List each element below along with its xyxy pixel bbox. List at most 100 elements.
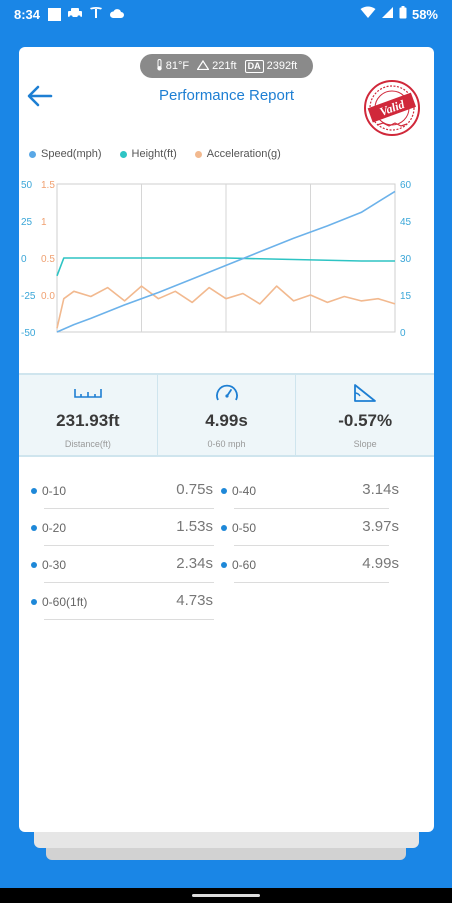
split-item: 0-20 1.53s bbox=[31, 514, 214, 546]
zero-to-sixty-label: 0-60 mph bbox=[207, 439, 246, 449]
temperature-item: 81°F bbox=[156, 58, 190, 74]
thermometer-icon bbox=[156, 58, 163, 74]
speedometer-icon bbox=[215, 383, 239, 403]
legend-label-acceleration: Acceleration(g) bbox=[206, 148, 281, 160]
split-dot bbox=[221, 562, 227, 568]
split-label: 0-60 bbox=[232, 558, 257, 572]
stats-band: 231.93ft Distance(ft) 4.99s 0-60 mph -0.… bbox=[19, 373, 434, 457]
right-tick-label: 45 bbox=[400, 217, 412, 228]
home-gesture-pill[interactable] bbox=[192, 894, 260, 897]
distance-value: 231.93ft bbox=[56, 411, 120, 430]
left-outer-tick-label: -50 bbox=[21, 328, 36, 339]
split-value: 3.14s bbox=[362, 481, 399, 498]
conditions-pill: 81°F 221ft DA 2392ft bbox=[140, 54, 313, 78]
split-label: 0-60(1ft) bbox=[42, 595, 88, 609]
split-value: 1.53s bbox=[176, 518, 213, 535]
split-item: 0-30 2.34s bbox=[31, 551, 214, 583]
split-label: 0-20 bbox=[42, 521, 67, 535]
slope-value: -0.57% bbox=[338, 411, 393, 430]
slope-icon bbox=[353, 383, 377, 403]
performance-chart: 50 25 0 -25 -50 1.5 1 0.5 0.0 60 45 30 15 0 bbox=[21, 180, 412, 339]
legend-item-speed: Speed(mph) bbox=[29, 148, 102, 160]
legend-label-height: Height(ft) bbox=[131, 148, 177, 160]
split-dot bbox=[31, 525, 37, 531]
split-value: 2.34s bbox=[176, 555, 213, 572]
ruler-icon bbox=[74, 383, 102, 403]
right-tick-label: 60 bbox=[400, 180, 412, 191]
legend-label-speed: Speed(mph) bbox=[41, 148, 102, 160]
left-inner-tick-label: 1.5 bbox=[41, 180, 55, 191]
split-label: 0-50 bbox=[232, 521, 257, 535]
battery-icon bbox=[399, 6, 407, 22]
wifi-icon bbox=[360, 6, 376, 22]
legend-dot-speed bbox=[29, 150, 36, 158]
chart-legend: Speed(mph) Height(ft) Acceleration(g) bbox=[29, 148, 281, 160]
split-divider bbox=[234, 545, 389, 546]
left-inner-tick-label: 1 bbox=[41, 217, 47, 228]
status-bar: 8:34 58% bbox=[0, 0, 452, 28]
split-label: 0-30 bbox=[42, 558, 67, 572]
split-value: 4.73s bbox=[176, 592, 213, 609]
split-dot bbox=[221, 525, 227, 531]
back-button[interactable] bbox=[25, 83, 53, 109]
split-divider bbox=[234, 582, 389, 583]
temperature-value: 81°F bbox=[165, 60, 190, 72]
distance-label: Distance(ft) bbox=[64, 439, 111, 449]
zero-to-sixty-value: 4.99s bbox=[205, 411, 248, 430]
left-inner-tick-label: 0.0 bbox=[41, 291, 55, 302]
height-series-line bbox=[56, 257, 395, 277]
legend-dot-acceleration bbox=[194, 150, 202, 158]
split-divider bbox=[44, 582, 214, 583]
split-dot bbox=[31, 599, 37, 605]
split-item: 0-60(1ft) 4.73s bbox=[31, 588, 214, 620]
right-tick-label: 30 bbox=[400, 254, 412, 265]
elevation-item: 221ft bbox=[196, 59, 237, 73]
split-divider bbox=[234, 508, 389, 509]
da-badge: DA bbox=[244, 59, 264, 73]
battery-percent: 58% bbox=[411, 6, 438, 22]
split-label: 0-10 bbox=[42, 484, 67, 498]
notification-icons bbox=[48, 6, 125, 22]
performance-report-card: 81°F 221ft DA 2392ft Performance Report … bbox=[19, 47, 434, 832]
split-item: 0-50 3.97s bbox=[221, 514, 401, 546]
valid-stamp: Valid bbox=[363, 79, 421, 137]
split-value: 3.97s bbox=[362, 518, 399, 535]
square-notification-icon bbox=[48, 7, 62, 21]
split-divider bbox=[44, 545, 214, 546]
left-inner-tick-label: 0.5 bbox=[41, 254, 55, 265]
mountain-icon bbox=[196, 59, 210, 73]
legend-dot-height bbox=[119, 150, 127, 158]
stat-slope: -0.57% Slope bbox=[296, 375, 434, 455]
speed-series-line bbox=[56, 190, 396, 333]
stat-distance: 231.93ft Distance(ft) bbox=[19, 375, 158, 455]
split-dot bbox=[31, 488, 37, 494]
left-outer-tick-label: -25 bbox=[21, 291, 36, 302]
left-outer-tick-label: 0 bbox=[21, 254, 27, 265]
split-dot bbox=[31, 562, 37, 568]
density-altitude-item: DA 2392ft bbox=[244, 59, 298, 73]
split-item: 0-40 3.14s bbox=[221, 477, 401, 509]
right-tick-label: 15 bbox=[400, 291, 412, 302]
stat-0-60: 4.99s 0-60 mph bbox=[158, 375, 297, 455]
split-item: 0-60 4.99s bbox=[221, 551, 401, 583]
signal-icon bbox=[381, 6, 394, 22]
density-altitude-value: 2392ft bbox=[266, 60, 298, 72]
tesla-logo-icon bbox=[89, 6, 103, 22]
split-divider bbox=[44, 619, 214, 620]
right-tick-label: 0 bbox=[400, 328, 406, 339]
left-outer-tick-label: 50 bbox=[21, 180, 33, 191]
split-item: 0-10 0.75s bbox=[31, 477, 214, 509]
status-time: 8:34 bbox=[14, 6, 41, 22]
back-arrow-icon bbox=[27, 85, 53, 107]
navigation-bar bbox=[0, 888, 452, 903]
legend-item-acceleration: Acceleration(g) bbox=[194, 148, 281, 160]
car-icon bbox=[67, 7, 83, 22]
elevation-value: 221ft bbox=[212, 60, 237, 72]
cloud-icon bbox=[109, 7, 125, 22]
page-title: Performance Report bbox=[158, 87, 295, 104]
split-dot bbox=[221, 488, 227, 494]
split-label: 0-40 bbox=[232, 484, 257, 498]
split-value: 4.99s bbox=[362, 555, 399, 572]
split-divider bbox=[44, 508, 214, 509]
left-outer-tick-label: 25 bbox=[21, 217, 33, 228]
